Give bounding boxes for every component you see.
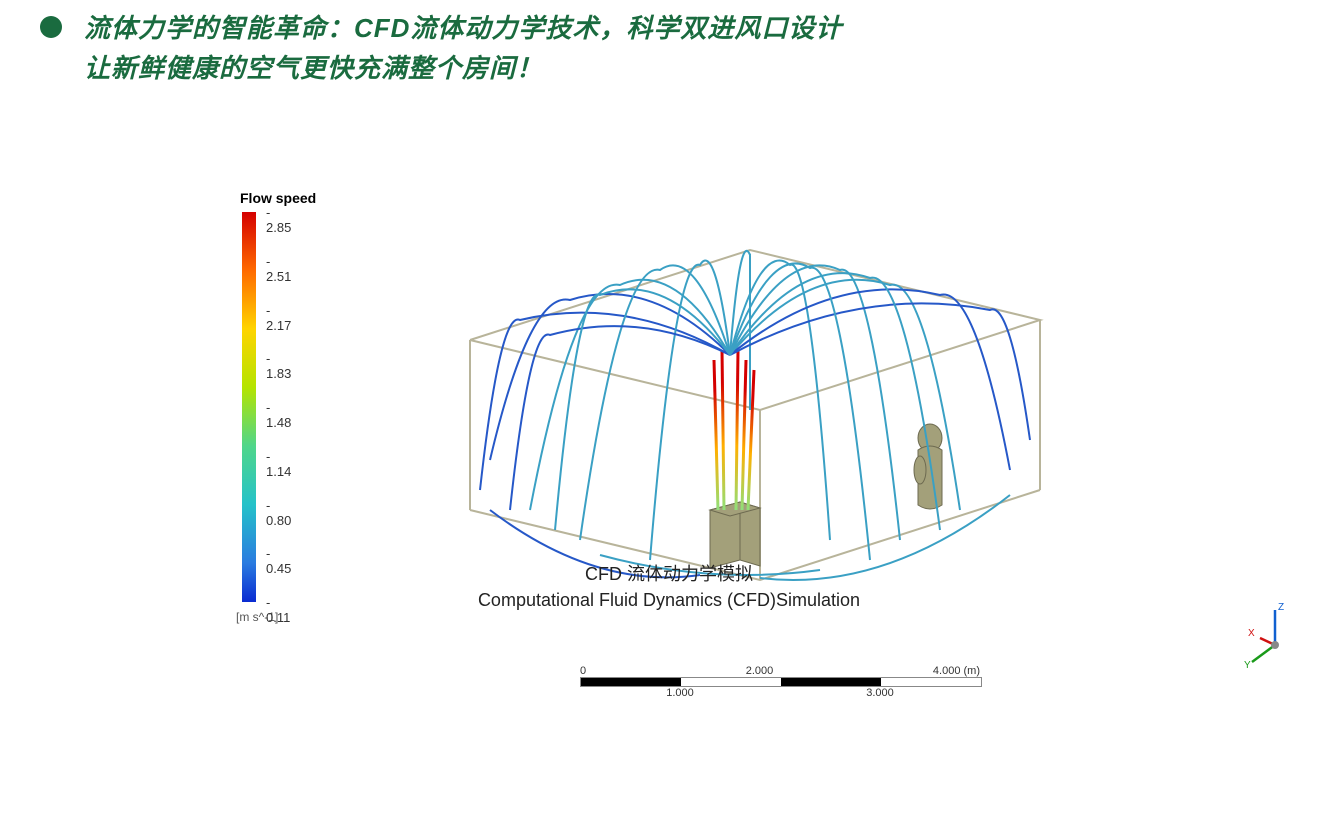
- scale-label: 2.000: [746, 665, 774, 677]
- legend-tick: - 2.85: [266, 205, 291, 235]
- air-purifier-icon: [710, 502, 760, 568]
- caption-zh: CFD 流体动力学模拟: [0, 560, 1338, 586]
- streamline: [555, 289, 730, 530]
- scale-segment: [681, 678, 781, 686]
- cfd-figure: Flow speed - 2.85 - 2.51 - 2.17 - 1.83 - 1.4…: [240, 190, 1100, 700]
- svg-text:X: X: [1248, 628, 1255, 639]
- person-icon: [914, 424, 942, 509]
- header: 流体力学的智能革命：CFD流体动力学技术，科学双进风口设计 让新鲜健康的空气更快…: [40, 8, 1298, 88]
- title-line-1: 流体力学的智能革命：CFD流体动力学技术，科学双进风口设计: [84, 8, 1298, 48]
- legend-title: Flow speed: [240, 190, 350, 206]
- streamline: [510, 326, 730, 510]
- title-line-2: 让新鲜健康的空气更快充满整个房间！: [84, 48, 1298, 88]
- page: 流体力学的智能革命：CFD流体动力学技术，科学双进风口设计 让新鲜健康的空气更快…: [0, 0, 1338, 815]
- caption-en: Computational Fluid Dynamics (CFD)Simula…: [0, 590, 1338, 611]
- scale-label: 3.000: [866, 687, 894, 699]
- legend-tick: - 2.51: [266, 254, 291, 284]
- svg-text:Y: Y: [1244, 660, 1251, 670]
- legend-unit: [m s^-1]: [236, 610, 350, 624]
- scale-segment: [781, 678, 881, 686]
- scale-label: 4.000 (m): [933, 665, 980, 677]
- streamline: [730, 289, 1010, 470]
- scale-label: 0: [580, 665, 586, 677]
- colorbar-legend: Flow speed - 2.85 - 2.51 - 2.17 - 1.83 - 1.4…: [240, 190, 350, 624]
- legend-tick: - 2.17: [266, 303, 291, 333]
- scale-segment: [881, 678, 981, 686]
- legend-tick: - 1.14: [266, 449, 291, 479]
- legend-gradient: [242, 212, 256, 602]
- header-bullet-icon: [40, 16, 62, 38]
- scale-label: 1.000: [666, 687, 694, 699]
- scale-segment: [581, 678, 681, 686]
- scale-bar: 02.0004.000 (m) 1.0003.000: [580, 665, 1000, 693]
- plume-core: [714, 345, 754, 510]
- legend-tick: - 1.83: [266, 351, 291, 381]
- legend-tick: - 0.80: [266, 498, 291, 528]
- legend-tick: - 1.48: [266, 400, 291, 430]
